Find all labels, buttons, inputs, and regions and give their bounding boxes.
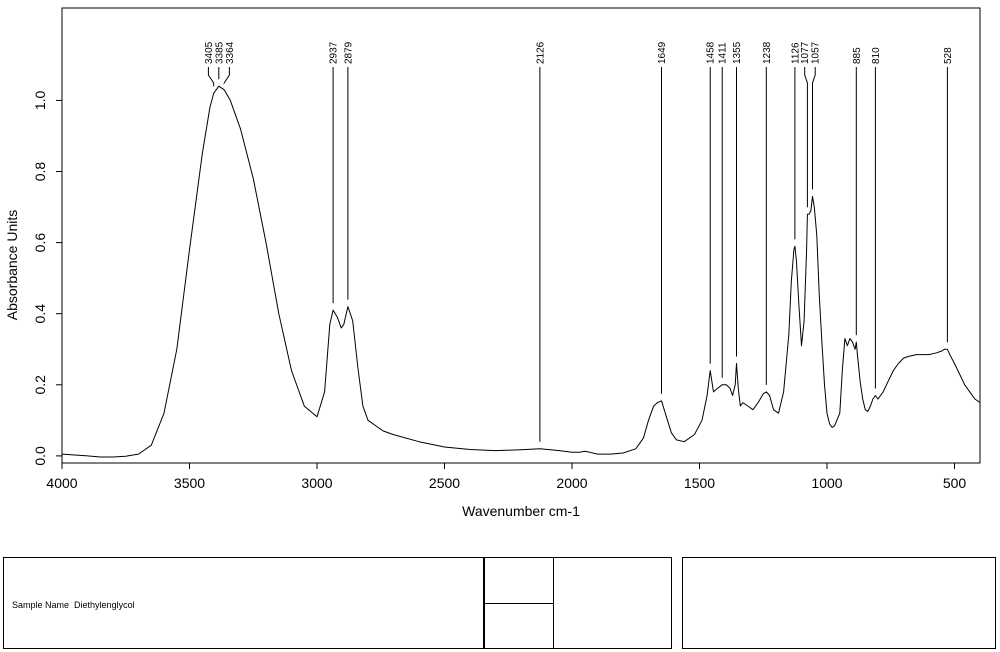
peak-label: 1355: [732, 41, 743, 64]
y-axis: 0.0 0.2 0.4 0.6 0.8 1.0: [32, 90, 62, 466]
info-box-middle: [553, 557, 672, 649]
x-tick-label: 3000: [301, 475, 332, 491]
peak-label: 1057: [811, 41, 822, 64]
x-tick-label: 2000: [556, 475, 587, 491]
y-tick-label: 0.6: [32, 233, 48, 253]
x-tick-label: 1500: [684, 475, 715, 491]
info-cell-bottom: [484, 603, 554, 649]
sample-name-text: Sample Name Diethylenglycol: [12, 600, 135, 610]
peak-leader-line: [223, 67, 230, 85]
y-tick-label: 0.8: [32, 162, 48, 182]
peak-label: 528: [943, 47, 954, 64]
peak-leader-line: [804, 67, 808, 208]
y-tick-label: 0.0: [32, 446, 48, 466]
peak-label: 3385: [214, 41, 225, 64]
peak-label: 1126: [790, 42, 801, 64]
y-tick-label: 1.0: [32, 90, 48, 110]
spectrum-line: [61, 85, 981, 458]
x-tick-label: 2500: [429, 475, 460, 491]
peak-label: 1411: [718, 42, 729, 64]
y-axis-label: Absorbance Units: [4, 210, 20, 321]
spectrum-chart: 4000 3500 3000 2500 2000 1500 1000 500 0.00.20.…: [4, 7, 981, 519]
sample-info-box: Sample Name Diethylenglycol: [3, 557, 484, 649]
peak-label: 2937: [329, 41, 340, 64]
x-tick-label: 3500: [174, 475, 205, 491]
sample-name-value: Diethylenglycol: [74, 600, 135, 610]
info-box-right: [682, 557, 996, 649]
x-tick-label: 500: [943, 475, 967, 491]
peak-label: 2879: [343, 41, 354, 64]
x-axis-label: Wavenumber cm-1: [462, 503, 580, 519]
x-tick-label: 1000: [811, 475, 842, 491]
peak-label: 3364: [225, 41, 236, 64]
peak-markers: 3405 3385 3364 2937 2879 2126 1649 1458 1411 1355…: [204, 41, 954, 442]
x-axis: 4000 3500 3000 2500 2000 1500 1000 500: [46, 463, 966, 491]
y-tick-label: 0.2: [32, 375, 48, 395]
peak-leader-line: [207, 67, 215, 87]
peak-label: 2126: [535, 41, 546, 64]
peak-label: 1649: [657, 41, 668, 64]
peak-label: 885: [852, 47, 863, 64]
plot-frame: [61, 7, 981, 464]
peak-label: 810: [871, 47, 882, 64]
y-tick-label: 0.4: [32, 304, 48, 324]
peak-leader-line: [812, 67, 816, 190]
peak-label: 1077: [800, 41, 811, 64]
peak-label: 1238: [762, 41, 773, 64]
sample-name-label: Sample Name: [12, 600, 70, 610]
info-cell-top: [484, 557, 554, 604]
x-tick-label: 4000: [46, 475, 77, 491]
peak-label: 1458: [706, 41, 717, 64]
peak-label: 3405: [204, 41, 215, 64]
